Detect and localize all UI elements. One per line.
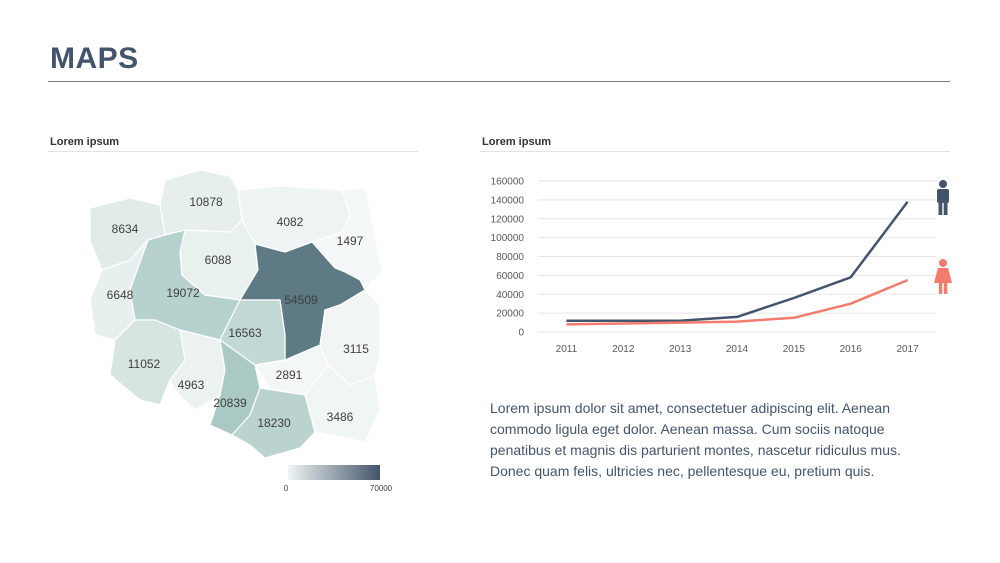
- y-tick-label: 100000: [491, 233, 525, 244]
- region-value: 6648: [107, 288, 134, 302]
- x-tick-label: 2013: [669, 344, 692, 355]
- region-value: 8634: [112, 222, 139, 236]
- chart-series: [566, 201, 909, 326]
- y-tick-label: 0: [518, 328, 524, 339]
- y-tick-label: 140000: [491, 195, 525, 206]
- page-title: MAPS: [50, 42, 139, 75]
- region-value: 1497: [337, 234, 364, 248]
- y-tick-label: 60000: [496, 271, 524, 282]
- description-text: Lorem ipsum dolor sit amet, consectetuer…: [490, 400, 901, 479]
- male-icon: [937, 180, 949, 215]
- title-divider: [48, 81, 950, 82]
- chart-grid: [538, 180, 936, 333]
- series-line: [566, 201, 909, 322]
- x-tick-label: 2015: [783, 344, 806, 355]
- x-tick-label: 2016: [840, 344, 863, 355]
- chart-section-label: Lorem ipsum: [482, 136, 552, 148]
- region-map: 10878 8634 4082 1497 6088 6648 19072 545…: [89, 169, 393, 493]
- map-section-divider: [48, 151, 418, 152]
- map-region: [304, 364, 381, 443]
- y-tick-label: 40000: [496, 290, 524, 301]
- y-tick-label: 80000: [496, 252, 524, 263]
- x-tick-label: 2012: [612, 344, 635, 355]
- region-value: 6088: [205, 253, 232, 267]
- color-scale-bar: [288, 465, 380, 480]
- x-tick-label: 2011: [556, 344, 578, 355]
- chart-x-axis: 2011 2012 2013 2014 2015 2016 2017: [556, 344, 919, 355]
- y-tick-label: 160000: [491, 177, 525, 188]
- female-icon: [934, 259, 952, 294]
- region-value: 3115: [343, 342, 369, 356]
- region-value: 2891: [276, 368, 303, 382]
- region-value: 4082: [277, 215, 304, 229]
- chart-y-axis: 0 20000 40000 60000 80000 100000 120000 140000 1…: [491, 177, 525, 339]
- region-value: 54509: [284, 293, 318, 307]
- series-line: [566, 278, 909, 326]
- x-tick-label: 2014: [726, 344, 749, 355]
- region-value: 18230: [257, 416, 291, 430]
- chart-section-divider: [480, 151, 950, 152]
- map-section-label: Lorem ipsum: [50, 136, 120, 148]
- region-value: 11052: [128, 357, 161, 371]
- region-value: 10878: [189, 195, 223, 209]
- region-value: 4963: [178, 378, 205, 392]
- region-value: 16563: [228, 326, 262, 340]
- region-value: 19072: [166, 286, 200, 300]
- color-scale-max: 70000: [370, 484, 393, 493]
- x-tick-label: 2017: [896, 344, 919, 355]
- y-tick-label: 20000: [496, 309, 524, 320]
- line-chart: 0 20000 40000 60000 80000 100000 120000 140000 1…: [491, 177, 952, 355]
- color-scale-min: 0: [284, 484, 289, 493]
- region-value: 3486: [327, 410, 354, 424]
- y-tick-label: 120000: [491, 214, 525, 225]
- region-value: 20839: [213, 396, 247, 410]
